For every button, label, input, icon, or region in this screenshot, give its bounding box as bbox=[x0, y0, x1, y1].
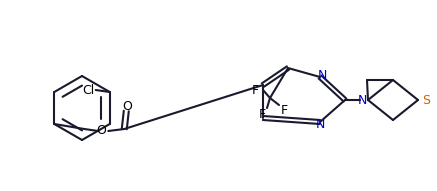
Text: N: N bbox=[316, 117, 325, 130]
Text: F: F bbox=[281, 104, 288, 117]
Text: O: O bbox=[96, 125, 106, 138]
Text: F: F bbox=[258, 108, 266, 121]
Text: F: F bbox=[251, 83, 259, 96]
Text: N: N bbox=[317, 69, 327, 82]
Text: Cl: Cl bbox=[83, 83, 95, 96]
Text: N: N bbox=[357, 94, 367, 107]
Text: S: S bbox=[422, 94, 430, 107]
Text: O: O bbox=[122, 100, 132, 112]
